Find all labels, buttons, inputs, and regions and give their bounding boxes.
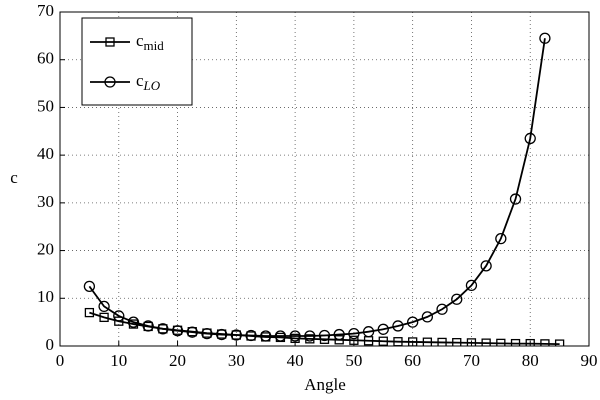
marker (157, 323, 169, 335)
marker (230, 329, 242, 341)
x-tick-label: 80 (522, 351, 539, 370)
marker (349, 335, 359, 345)
x-tick-label: 10 (110, 351, 127, 370)
marker (524, 132, 536, 145)
marker (465, 279, 478, 292)
marker (84, 307, 95, 318)
x-tick-label: 70 (463, 351, 480, 370)
x-tick-label: 30 (228, 351, 245, 370)
marker (481, 338, 491, 346)
marker (362, 326, 375, 338)
x-tick-label: 40 (287, 351, 304, 370)
y-axis-label: c (10, 168, 18, 187)
marker (99, 312, 109, 323)
y-tick-label: 60 (37, 49, 54, 68)
marker (304, 330, 316, 342)
marker (104, 76, 116, 88)
marker (142, 320, 154, 332)
marker (539, 32, 551, 44)
marker (480, 260, 492, 272)
marker (114, 316, 124, 326)
marker (201, 327, 213, 340)
marker (421, 311, 434, 323)
marker (496, 338, 506, 346)
y-tick-label: 20 (37, 239, 54, 258)
marker (495, 232, 507, 245)
y-tick-label: 40 (37, 144, 54, 163)
marker (127, 316, 140, 328)
x-tick-label: 60 (404, 351, 421, 370)
marker (377, 323, 389, 335)
marker (392, 320, 404, 332)
x-tick-label: 20 (169, 351, 186, 370)
marker (451, 293, 463, 305)
marker (437, 337, 447, 346)
y-tick-label: 0 (46, 335, 55, 354)
marker (98, 300, 110, 313)
legend-box (81, 17, 193, 106)
x-tick-label: 50 (345, 351, 362, 370)
marker (378, 336, 388, 346)
marker (452, 338, 462, 346)
marker (215, 328, 228, 341)
marker (113, 310, 125, 322)
legend-label: cLO (136, 71, 161, 93)
marker (274, 330, 287, 342)
marker (436, 303, 448, 315)
y-tick-label: 10 (37, 287, 54, 306)
marker (422, 337, 433, 346)
marker (525, 338, 535, 346)
legend-label: cmid (136, 31, 164, 53)
marker (466, 338, 477, 346)
marker (171, 325, 184, 337)
marker (289, 330, 301, 342)
marker (510, 338, 521, 346)
marker (83, 280, 96, 293)
marker (348, 327, 360, 340)
marker (186, 326, 198, 338)
x-tick-label: 0 (56, 351, 65, 370)
marker (260, 330, 272, 342)
marker (334, 335, 344, 345)
x-tick-label: 90 (581, 351, 598, 370)
marker (333, 328, 345, 341)
marker (407, 316, 419, 328)
marker (554, 339, 565, 346)
marker (509, 193, 522, 205)
x-axis-label: Angle (304, 375, 346, 394)
marker (318, 329, 331, 342)
y-tick-label: 70 (37, 1, 54, 20)
y-tick-label: 50 (37, 96, 54, 115)
y-tick-label: 30 (37, 192, 54, 211)
marker (245, 329, 257, 342)
marker (105, 37, 115, 47)
series-line (88, 38, 546, 337)
plot-frame (59, 11, 590, 347)
plot (83, 32, 565, 346)
marker (540, 339, 550, 346)
